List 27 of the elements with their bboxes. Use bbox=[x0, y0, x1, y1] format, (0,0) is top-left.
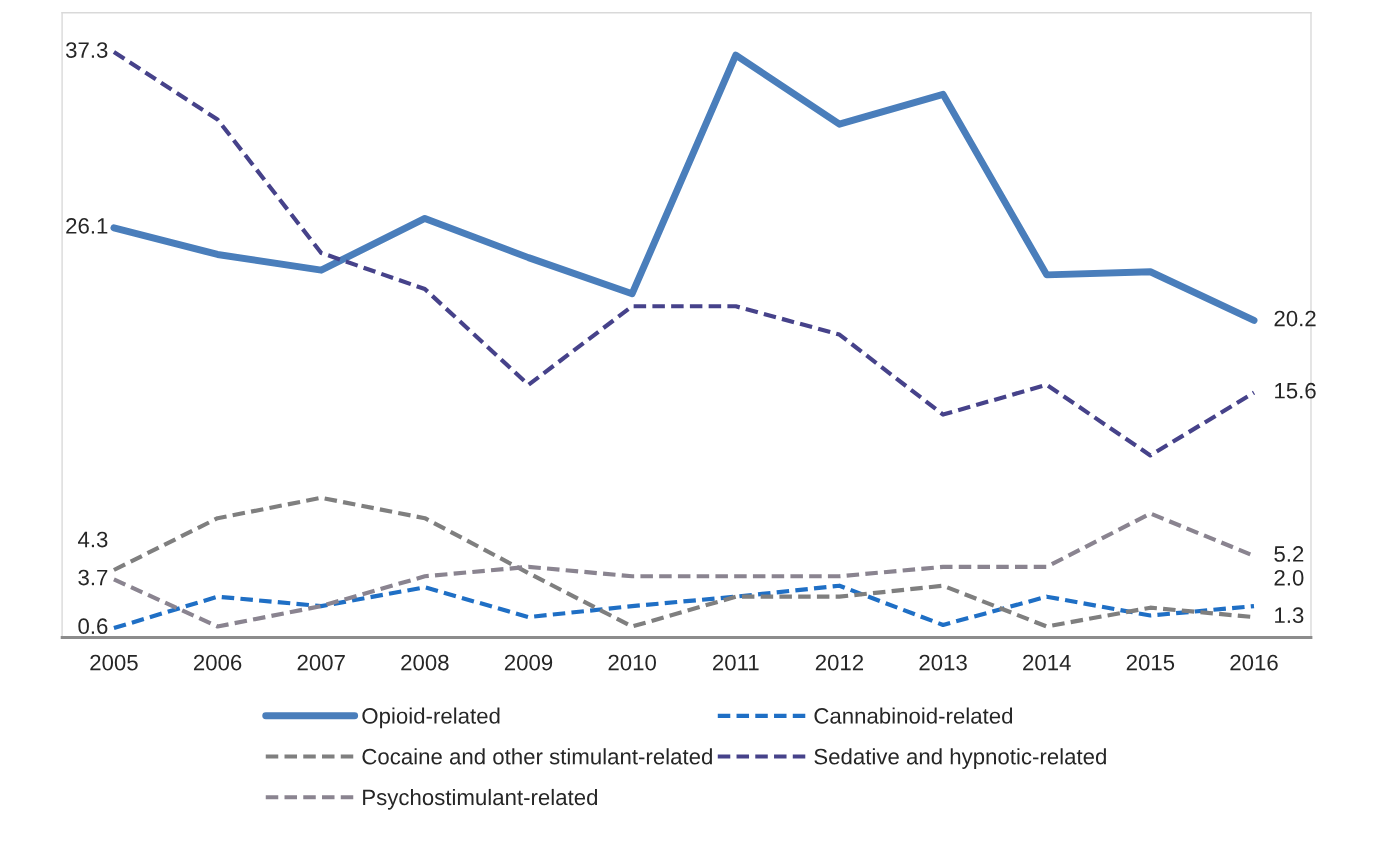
legend-label: Cocaine and other stimulant-related bbox=[362, 748, 712, 765]
data-label: 4.3 bbox=[77, 531, 108, 548]
data-label: 20.2 bbox=[1274, 310, 1316, 327]
legend-label: Sedative and hypnotic-related bbox=[814, 748, 1106, 769]
data-label: 37.3 bbox=[65, 42, 108, 58]
x-tick-label: 2010 bbox=[608, 654, 656, 671]
x-tick-label: 2014 bbox=[1023, 654, 1071, 671]
x-tick-label: 2009 bbox=[504, 654, 553, 671]
data-label: 2.0 bbox=[1274, 569, 1304, 586]
x-tick-label: 2015 bbox=[1126, 654, 1175, 671]
data-label: 5.2 bbox=[1274, 546, 1304, 562]
x-tick-label: 2008 bbox=[401, 654, 449, 671]
x-tick-label: 2012 bbox=[815, 654, 864, 671]
legend-label: Opioid-related bbox=[362, 707, 500, 729]
x-tick-label: 2013 bbox=[919, 654, 967, 671]
legend-label: Psychostimulant-related bbox=[363, 788, 598, 810]
x-tick-label: 2011 bbox=[713, 654, 759, 671]
legend-label: Cannabinoid-related bbox=[814, 707, 1013, 724]
data-label: 3.7 bbox=[78, 569, 108, 586]
x-tick-label: 2005 bbox=[90, 654, 138, 671]
data-label: 1.3 bbox=[1275, 607, 1304, 624]
data-label: 26.1 bbox=[66, 218, 108, 234]
data-label: 15.6 bbox=[1275, 382, 1316, 399]
data-label: 0.6 bbox=[78, 618, 108, 635]
x-tick-label: 2006 bbox=[193, 654, 242, 671]
x-tick-label: 2016 bbox=[1230, 654, 1278, 671]
x-tick-label: 2007 bbox=[297, 654, 345, 671]
